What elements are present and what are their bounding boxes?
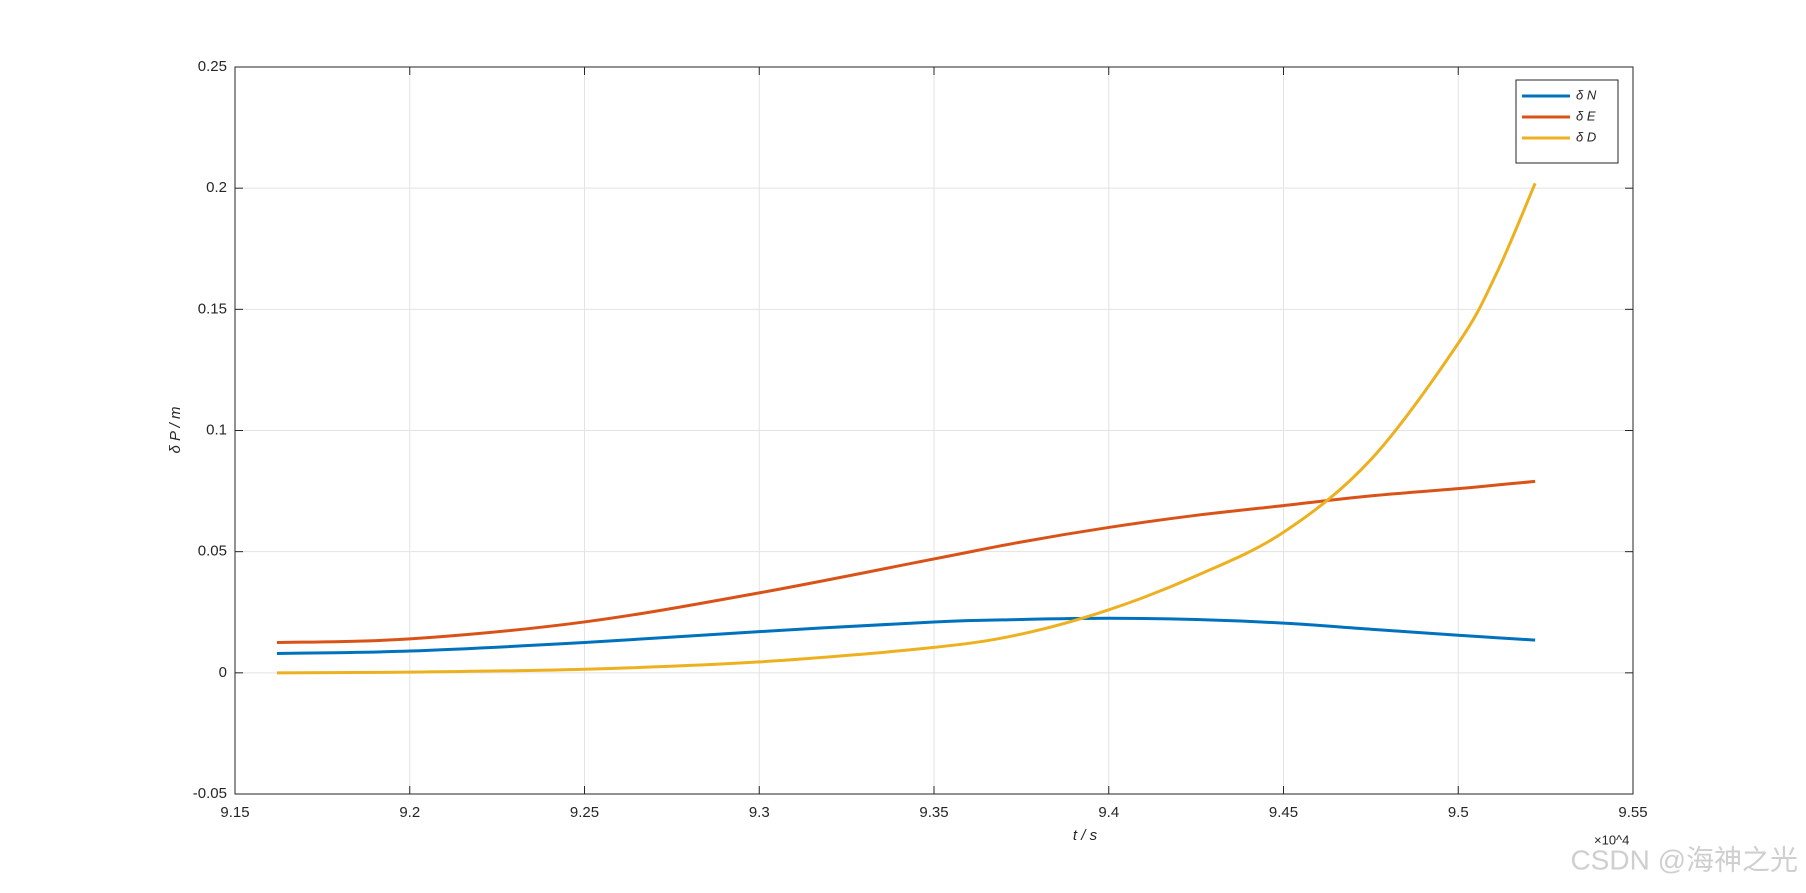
y-axis-label: δ P / m bbox=[167, 407, 184, 454]
legend-box bbox=[1515, 79, 1619, 164]
y-tick-label: 0.15 bbox=[198, 300, 227, 317]
x-tick-label: 9.3 bbox=[749, 804, 770, 821]
watermark: CSDN @海神之光 bbox=[1570, 844, 1798, 875]
legend-label: δ E bbox=[1576, 108, 1596, 123]
data-line bbox=[276, 182, 1537, 675]
y-tick-label: 0 bbox=[219, 664, 227, 681]
data-line bbox=[276, 479, 1536, 645]
data-line bbox=[276, 616, 1536, 655]
axes-box bbox=[234, 66, 1634, 795]
x-tick-label: 9.25 bbox=[570, 804, 599, 821]
x-tick-label: 9.45 bbox=[1269, 804, 1298, 821]
x-tick-label: 9.15 bbox=[220, 804, 249, 821]
legend-label: δ N bbox=[1576, 87, 1597, 102]
y-tick-label: 0.25 bbox=[198, 58, 227, 75]
y-tick-label: 0.2 bbox=[206, 179, 227, 196]
x-exponent-label: ×10^4 bbox=[1594, 832, 1629, 847]
x-axis-label: t / s bbox=[1073, 827, 1098, 844]
x-tick-label: 9.4 bbox=[1098, 804, 1119, 821]
x-tick-label: 9.2 bbox=[399, 804, 420, 821]
legend-label: δ D bbox=[1576, 129, 1596, 144]
y-tick-label: -0.05 bbox=[193, 785, 227, 802]
y-tick-label: 0.05 bbox=[198, 543, 227, 560]
x-tick-label: 9.35 bbox=[919, 804, 948, 821]
y-tick-label: 0.1 bbox=[206, 421, 227, 438]
x-tick-label: 9.5 bbox=[1448, 804, 1469, 821]
x-tick-label: 9.55 bbox=[1618, 804, 1647, 821]
